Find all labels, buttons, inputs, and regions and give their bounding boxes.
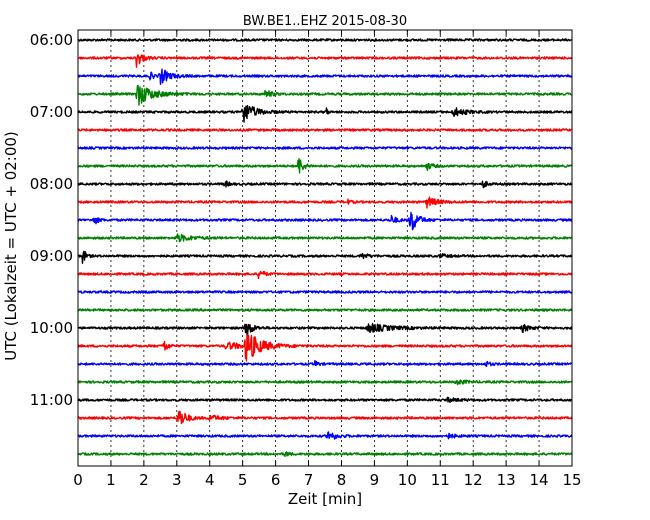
x-tick-label: 7 <box>304 471 314 489</box>
x-tick-label: 2 <box>139 471 149 489</box>
seismic-trace <box>77 84 573 106</box>
seismic-trace <box>77 180 573 189</box>
x-tick-label: 10 <box>398 471 417 489</box>
seismic-trace <box>77 410 573 425</box>
seismic-trace <box>77 128 573 132</box>
x-tick-label: 11 <box>431 471 450 489</box>
x-tick-label: 8 <box>337 471 347 489</box>
chart-title: BW.BE1..EHZ 2015-08-30 <box>243 14 407 29</box>
x-tick-label: 5 <box>238 471 248 489</box>
x-tick-label: 0 <box>73 471 83 489</box>
seismic-trace <box>77 105 573 123</box>
x-tick-label: 12 <box>464 471 483 489</box>
seismic-trace <box>77 233 573 243</box>
seismic-trace <box>77 290 573 294</box>
seismic-trace <box>77 379 573 386</box>
y-tick-label: 06:00 <box>30 31 73 49</box>
seismic-trace <box>77 158 573 174</box>
x-tick-label: 15 <box>562 471 581 489</box>
traces <box>77 38 573 458</box>
seismic-trace <box>77 396 573 404</box>
x-tick-label: 14 <box>530 471 549 489</box>
y-tick-label: 08:00 <box>30 175 73 193</box>
seismic-trace <box>77 211 573 231</box>
seismic-trace <box>77 54 573 68</box>
seismic-trace <box>77 322 573 338</box>
seismic-trace <box>77 270 573 280</box>
seismic-trace <box>77 333 573 362</box>
seismic-trace <box>77 196 573 209</box>
seismic-trace <box>77 308 573 312</box>
x-tick-label: 1 <box>106 471 116 489</box>
seismic-trace <box>77 146 573 150</box>
x-tick-label: 6 <box>271 471 281 489</box>
axis-ticks: 0 1 2 3 4 5 6 7 8 9 10 11 12 13 14 1506:0007:0008:0009:… <box>30 30 582 489</box>
seismic-trace <box>77 68 573 86</box>
y-tick-label: 10:00 <box>30 319 73 337</box>
seismic-trace <box>77 431 573 440</box>
plot-frame <box>77 29 573 467</box>
y-axis-label: UTC (Lokalzeit = UTC + 02:00) <box>2 131 20 361</box>
seismic-trace <box>77 359 573 368</box>
x-axis-label: Zeit [min] <box>288 490 362 508</box>
seismic-trace <box>77 38 573 42</box>
x-tick-label: 4 <box>205 471 215 489</box>
seismic-trace <box>77 250 573 264</box>
seismic-trace <box>77 451 573 458</box>
x-tick-label: 13 <box>497 471 516 489</box>
x-tick-label: 3 <box>172 471 182 489</box>
y-tick-label: 09:00 <box>30 247 73 265</box>
x-tick-label: 9 <box>370 471 380 489</box>
y-tick-label: 11:00 <box>30 391 73 409</box>
y-tick-label: 07:00 <box>30 103 73 121</box>
